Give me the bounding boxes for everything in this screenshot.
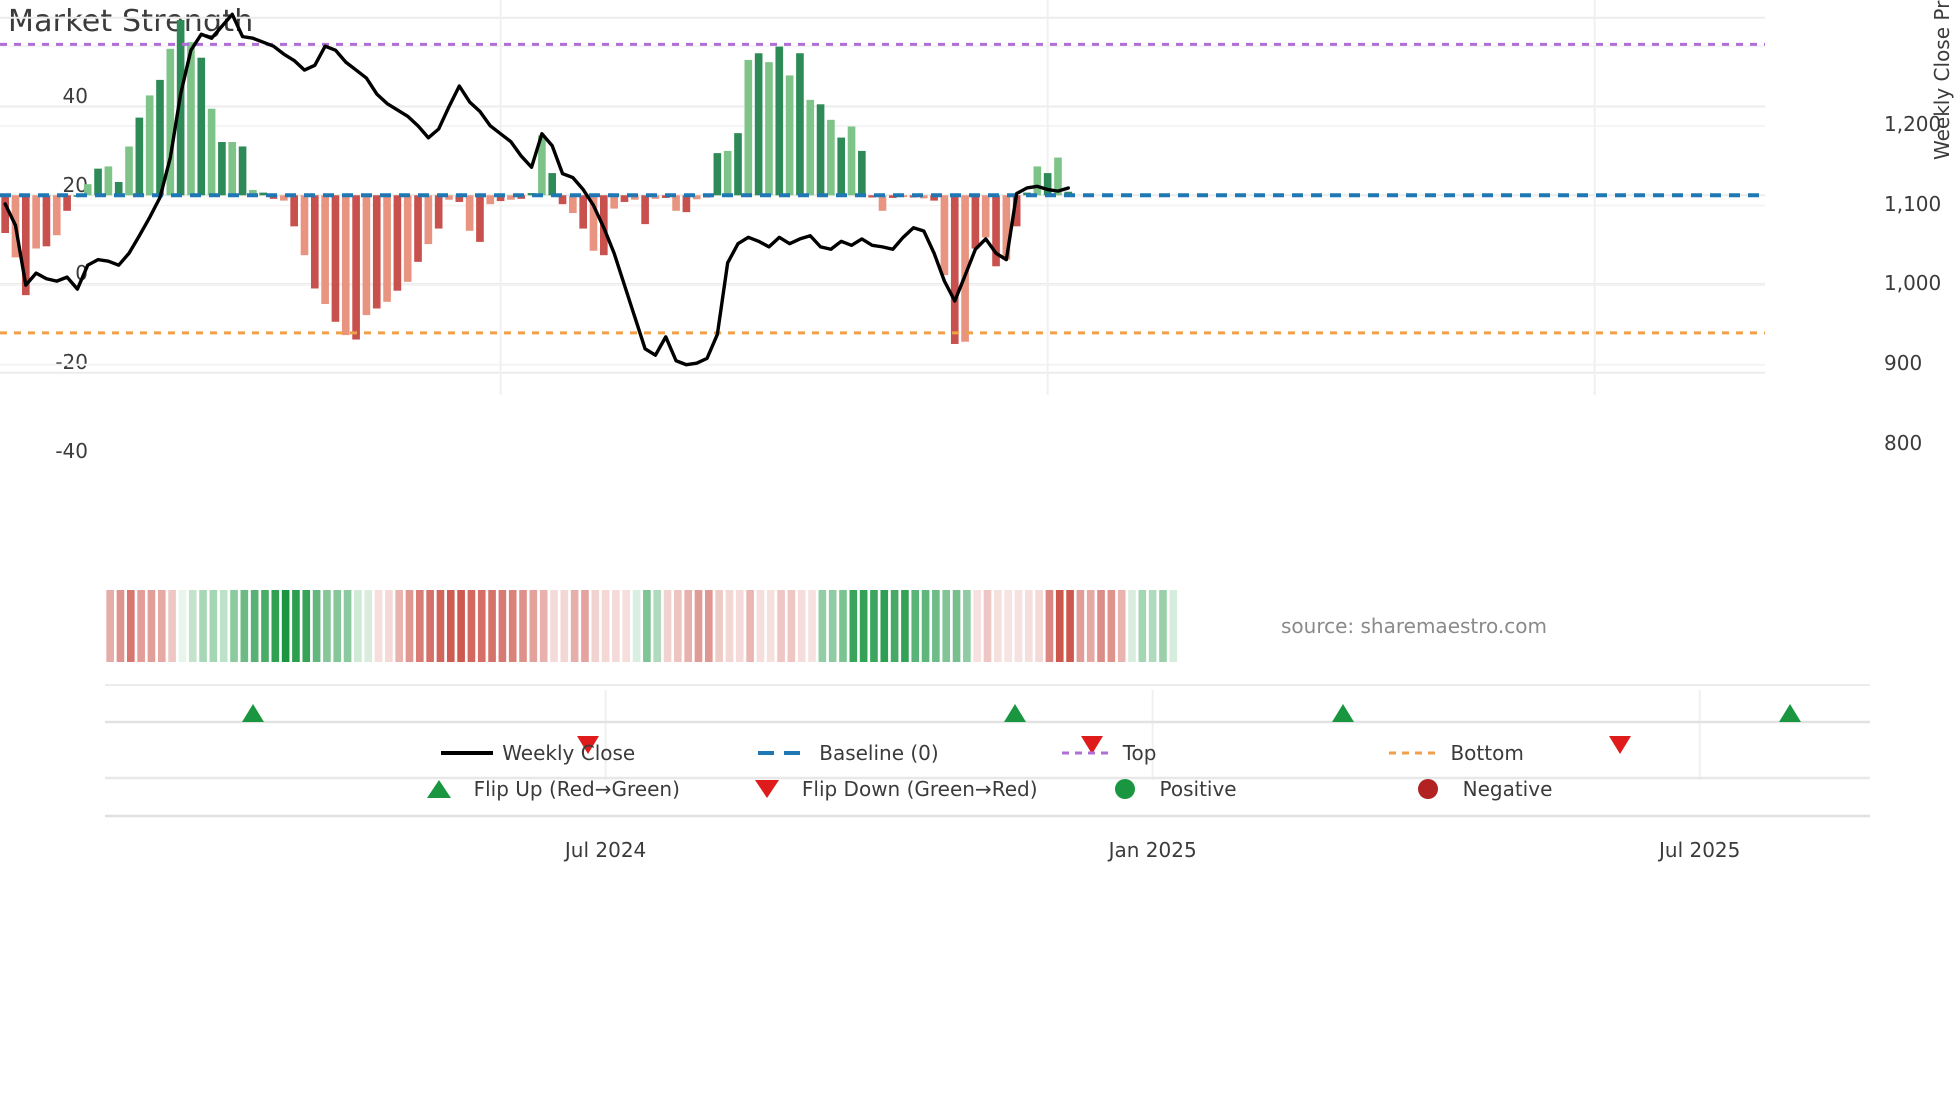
main-plot-svg	[0, 0, 1765, 395]
legend-row-2: Flip Up (Red→Green) Flip Down (Green→Red)…	[0, 771, 1960, 807]
legend-label: Weekly Close	[502, 741, 636, 765]
flip-up-marker[interactable]	[1332, 704, 1354, 722]
bottom-swatch	[1384, 741, 1446, 765]
legend-label: Flip Up (Red→Green)	[473, 777, 680, 801]
y-axis-right-tick: 1,100	[1884, 191, 1942, 216]
plot-area	[0, 0, 1765, 395]
y-axis-right-tick: 800	[1884, 430, 1923, 455]
bottom-legend-icon	[1389, 751, 1442, 755]
source-note: source: sharemaestro.com	[1281, 614, 1547, 638]
positive-legend-icon	[1114, 779, 1135, 799]
baseline-swatch	[753, 741, 815, 765]
flip-down-legend-icon	[754, 780, 779, 798]
y-axis-left-tick: 20	[62, 172, 88, 197]
baseline-legend-icon	[758, 751, 811, 755]
legend-row-1: Weekly Close Baseline (0) Top Bottom	[0, 735, 1960, 771]
flip-marker-row	[105, 690, 1870, 818]
top-legend-icon	[1061, 751, 1114, 755]
flip-up-marker[interactable]	[242, 704, 264, 722]
flip-up-marker[interactable]	[1779, 704, 1801, 722]
top-swatch	[1057, 741, 1119, 765]
weekly-close-legend-icon	[441, 751, 494, 755]
positive-swatch	[1094, 777, 1156, 801]
flip-down-marker[interactable]	[577, 736, 599, 754]
strength-heatmap-strip	[105, 590, 1870, 686]
legend-label: Negative	[1462, 777, 1553, 801]
legend-label: Bottom	[1450, 741, 1524, 765]
x-axis-tick: Jul 2024	[564, 838, 647, 862]
legend-item-baseline[interactable]: Baseline (0)	[753, 735, 939, 771]
legend-item-top[interactable]: Top	[1057, 735, 1157, 771]
flip-down-swatch	[736, 777, 798, 801]
flip-up-legend-icon	[426, 780, 451, 798]
flip-down-marker[interactable]	[1609, 736, 1631, 754]
legend-item-weekly-close[interactable]: Weekly Close	[436, 735, 635, 771]
chart-legend: Weekly Close Baseline (0) Top Bottom Flip U…	[0, 735, 1960, 807]
legend-label: Baseline (0)	[819, 741, 939, 765]
x-axis-tick: Jul 2025	[1658, 838, 1741, 862]
legend-item-flip-down[interactable]: Flip Down (Green→Red)	[736, 771, 1038, 807]
y-axis-left-tick: -40	[55, 438, 88, 463]
flip-up-swatch	[408, 777, 470, 801]
negative-legend-icon	[1417, 779, 1438, 799]
legend-label: Top	[1122, 741, 1157, 765]
y-axis-right-tick: 900	[1884, 351, 1923, 376]
y-axis-left-tick: -20	[55, 350, 88, 375]
y-axis-right-tick: 1,200	[1884, 112, 1942, 137]
y-axis-right-tick: 1,000	[1884, 271, 1942, 296]
negative-swatch	[1397, 777, 1459, 801]
y-axis-left-tick: 0	[75, 261, 88, 286]
page-title: Market Strength	[8, 4, 254, 39]
weekly-close-swatch	[436, 741, 498, 765]
legend-item-negative[interactable]: Negative	[1397, 771, 1553, 807]
y-axis-left-tick: 40	[62, 83, 88, 108]
legend-label: Positive	[1159, 777, 1237, 801]
flip-up-marker[interactable]	[1004, 704, 1026, 722]
legend-item-flip-up[interactable]: Flip Up (Red→Green)	[408, 771, 680, 807]
flip-down-marker[interactable]	[1081, 736, 1103, 754]
legend-item-positive[interactable]: Positive	[1094, 771, 1237, 807]
x-axis-tick: Jan 2025	[1108, 838, 1197, 862]
legend-label: Flip Down (Green→Red)	[801, 777, 1038, 801]
legend-item-bottom[interactable]: Bottom	[1384, 735, 1524, 771]
